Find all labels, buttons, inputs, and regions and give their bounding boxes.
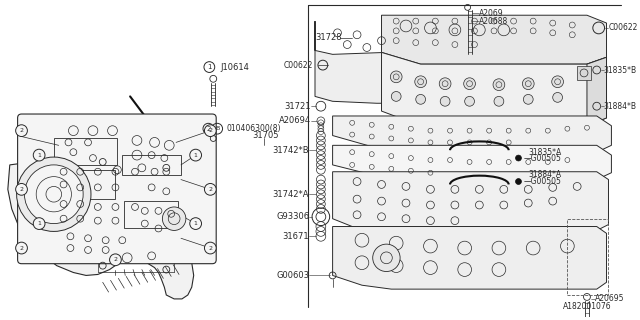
Text: A182001076: A182001076	[563, 302, 611, 311]
Text: 31721: 31721	[285, 102, 311, 111]
Text: 2: 2	[20, 187, 24, 192]
Bar	[54, 138, 117, 165]
Polygon shape	[333, 116, 611, 152]
Circle shape	[15, 183, 28, 195]
Text: 2: 2	[20, 128, 24, 133]
Bar	[57, 170, 115, 199]
Text: 31884*B: 31884*B	[604, 102, 637, 111]
Text: 2: 2	[209, 187, 212, 192]
Text: J10614: J10614	[220, 63, 249, 72]
Circle shape	[163, 207, 186, 230]
Polygon shape	[333, 227, 607, 289]
Text: 2: 2	[209, 245, 212, 251]
Bar	[568, 219, 609, 295]
Circle shape	[204, 183, 216, 195]
Circle shape	[17, 157, 91, 231]
Text: B: B	[215, 126, 220, 131]
Circle shape	[15, 242, 28, 254]
Text: A20695: A20695	[595, 294, 624, 303]
Text: 31671: 31671	[282, 232, 309, 241]
FancyBboxPatch shape	[18, 114, 216, 264]
Circle shape	[24, 165, 83, 224]
Polygon shape	[333, 172, 609, 230]
Circle shape	[516, 179, 522, 184]
Circle shape	[464, 78, 476, 90]
Circle shape	[516, 155, 522, 161]
Text: C00622: C00622	[284, 60, 313, 70]
Text: 1: 1	[194, 221, 198, 226]
Polygon shape	[8, 150, 194, 299]
Circle shape	[553, 92, 563, 102]
Text: A20688: A20688	[479, 17, 509, 26]
Circle shape	[439, 78, 451, 90]
Polygon shape	[333, 145, 611, 180]
Text: 2: 2	[209, 128, 212, 133]
Text: 1: 1	[37, 221, 41, 226]
Text: 2: 2	[206, 126, 211, 132]
Text: C00622: C00622	[609, 23, 638, 32]
Polygon shape	[381, 15, 607, 64]
Circle shape	[15, 125, 28, 137]
Text: 31835*A: 31835*A	[528, 148, 561, 157]
Text: —G00505: —G00505	[524, 154, 561, 163]
Text: 31728: 31728	[315, 33, 342, 42]
Text: A20694: A20694	[279, 116, 311, 125]
Circle shape	[190, 149, 202, 161]
Text: 1: 1	[37, 153, 41, 158]
Circle shape	[552, 76, 563, 88]
Circle shape	[493, 79, 505, 91]
Text: G93306: G93306	[276, 212, 309, 221]
Circle shape	[33, 149, 45, 161]
Text: —G00505: —G00505	[524, 177, 561, 186]
Circle shape	[465, 96, 474, 106]
Text: 31705: 31705	[252, 131, 279, 140]
Circle shape	[190, 218, 202, 229]
Circle shape	[390, 71, 402, 83]
Text: A2069: A2069	[479, 9, 504, 18]
Text: G00603: G00603	[276, 271, 309, 280]
Text: 31884*A: 31884*A	[528, 170, 561, 179]
Text: 1: 1	[194, 153, 198, 158]
Text: 010406300(8): 010406300(8)	[227, 124, 282, 133]
Polygon shape	[381, 52, 607, 126]
Circle shape	[440, 96, 450, 106]
Circle shape	[494, 96, 504, 106]
Polygon shape	[587, 57, 607, 126]
Circle shape	[204, 125, 216, 137]
Circle shape	[33, 218, 45, 229]
Circle shape	[109, 254, 122, 266]
Text: 2: 2	[113, 257, 117, 262]
Circle shape	[391, 92, 401, 101]
Text: 1: 1	[207, 64, 212, 70]
Text: 2: 2	[20, 245, 24, 251]
Circle shape	[416, 94, 426, 104]
Circle shape	[522, 78, 534, 90]
Bar	[124, 201, 178, 228]
Bar	[577, 66, 591, 80]
Circle shape	[524, 94, 533, 104]
Circle shape	[415, 76, 426, 88]
Circle shape	[204, 242, 216, 254]
Text: 31742*A: 31742*A	[273, 190, 309, 199]
Polygon shape	[315, 21, 411, 103]
Bar	[122, 155, 181, 175]
Text: 31835*B: 31835*B	[604, 66, 637, 75]
Circle shape	[372, 244, 400, 272]
Text: 31742*B: 31742*B	[273, 146, 309, 155]
